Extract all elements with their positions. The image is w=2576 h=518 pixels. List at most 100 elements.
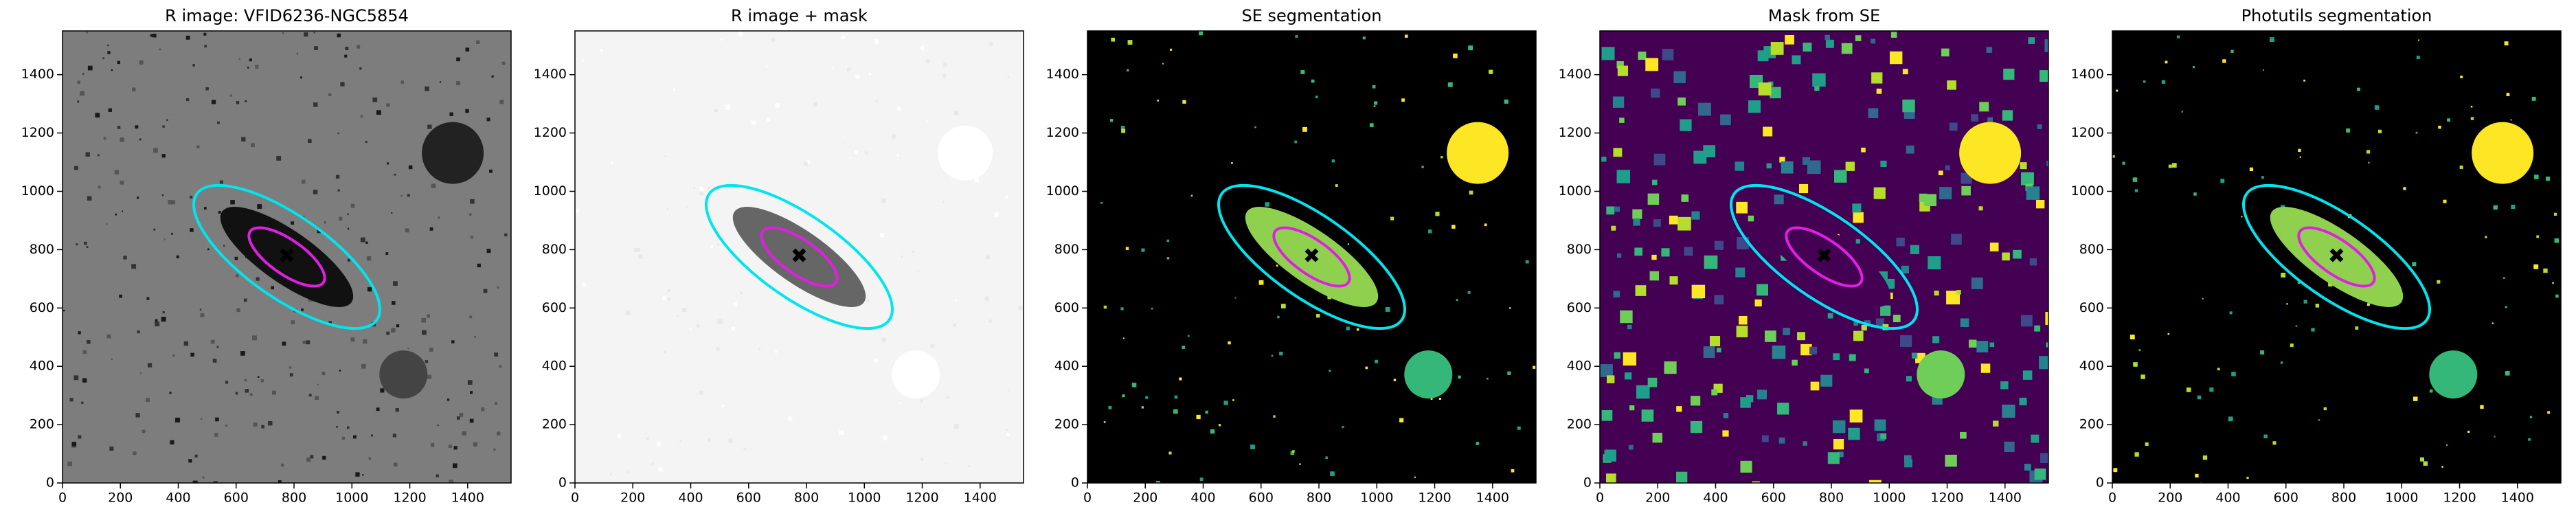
source — [2441, 466, 2443, 468]
y-tick-label: 800 — [542, 242, 567, 257]
source — [1614, 206, 1620, 212]
source — [1440, 156, 1443, 159]
source — [139, 372, 142, 374]
source — [633, 247, 638, 253]
source — [2229, 311, 2233, 315]
source — [300, 76, 302, 79]
source — [2140, 374, 2145, 379]
source — [1956, 290, 1961, 295]
source — [1849, 354, 1856, 361]
source — [1190, 194, 1193, 197]
source — [469, 213, 472, 216]
axes-frame — [2112, 30, 2562, 484]
source — [150, 34, 153, 37]
source — [1754, 299, 1762, 307]
source — [2029, 258, 2037, 266]
source — [2003, 68, 2015, 80]
source — [1624, 372, 1632, 380]
source — [1109, 119, 1114, 122]
source — [664, 350, 667, 354]
source — [1833, 439, 1844, 450]
source — [2280, 361, 2283, 364]
source — [146, 297, 150, 300]
source — [2176, 35, 2180, 38]
source — [2034, 468, 2046, 480]
source — [2528, 438, 2531, 441]
source — [1509, 307, 1511, 309]
source — [186, 98, 190, 102]
source — [1763, 126, 1773, 137]
source — [77, 80, 80, 85]
source — [1151, 307, 1153, 310]
source — [743, 447, 747, 451]
star — [938, 125, 993, 181]
source — [2024, 464, 2031, 471]
source — [682, 308, 687, 313]
y-tick-label: 600 — [1567, 300, 1592, 315]
source — [1489, 69, 1493, 74]
source — [1978, 206, 1983, 211]
source — [244, 379, 247, 382]
source — [1302, 126, 1307, 132]
source — [1606, 375, 1615, 383]
source — [176, 255, 179, 258]
source — [1006, 433, 1010, 436]
source — [1120, 125, 1125, 130]
source — [81, 401, 84, 405]
source — [1825, 39, 1834, 48]
source — [2113, 468, 2118, 473]
source — [213, 481, 218, 483]
galaxy — [1245, 207, 1379, 307]
source — [1467, 291, 1471, 294]
source — [1748, 215, 1754, 222]
source — [161, 317, 166, 322]
x-tick-label: 200 — [108, 491, 133, 506]
source — [1676, 471, 1688, 483]
source — [1614, 352, 1620, 359]
source — [1258, 280, 1264, 285]
source — [1005, 195, 1008, 199]
source — [1619, 117, 1625, 123]
source — [1792, 359, 1798, 366]
image: ✖ — [1600, 31, 2048, 483]
source — [1722, 430, 1729, 437]
source — [1797, 332, 1805, 341]
source — [1669, 215, 1678, 225]
source — [2506, 93, 2510, 96]
y-tick-label: 200 — [1054, 417, 1079, 432]
source — [2000, 381, 2009, 390]
source — [1234, 297, 1236, 299]
source — [600, 48, 604, 52]
source — [337, 132, 339, 135]
source — [1451, 225, 1456, 229]
source — [459, 413, 464, 417]
source — [942, 74, 947, 78]
source — [626, 471, 629, 474]
x-tick-label: 800 — [794, 491, 819, 506]
source — [901, 256, 903, 258]
source — [881, 337, 886, 342]
source — [1223, 401, 1228, 405]
source — [346, 426, 350, 429]
source — [376, 110, 381, 115]
source — [1162, 63, 1164, 65]
source — [1005, 429, 1008, 431]
source — [431, 183, 436, 188]
source — [2116, 89, 2119, 92]
source — [1647, 193, 1660, 205]
source — [1691, 396, 1701, 406]
source — [350, 337, 355, 342]
source — [1810, 381, 1820, 391]
source — [1947, 80, 1956, 90]
x-tick-label: 0 — [1596, 491, 1604, 506]
source — [499, 365, 502, 368]
x-tick-label: 400 — [166, 491, 190, 506]
source — [2511, 204, 2516, 210]
source — [1653, 219, 1661, 227]
source — [85, 152, 90, 157]
source — [1735, 161, 1745, 171]
source — [1632, 209, 1642, 219]
source — [155, 319, 158, 322]
source — [2260, 350, 2265, 354]
source — [2035, 199, 2045, 209]
